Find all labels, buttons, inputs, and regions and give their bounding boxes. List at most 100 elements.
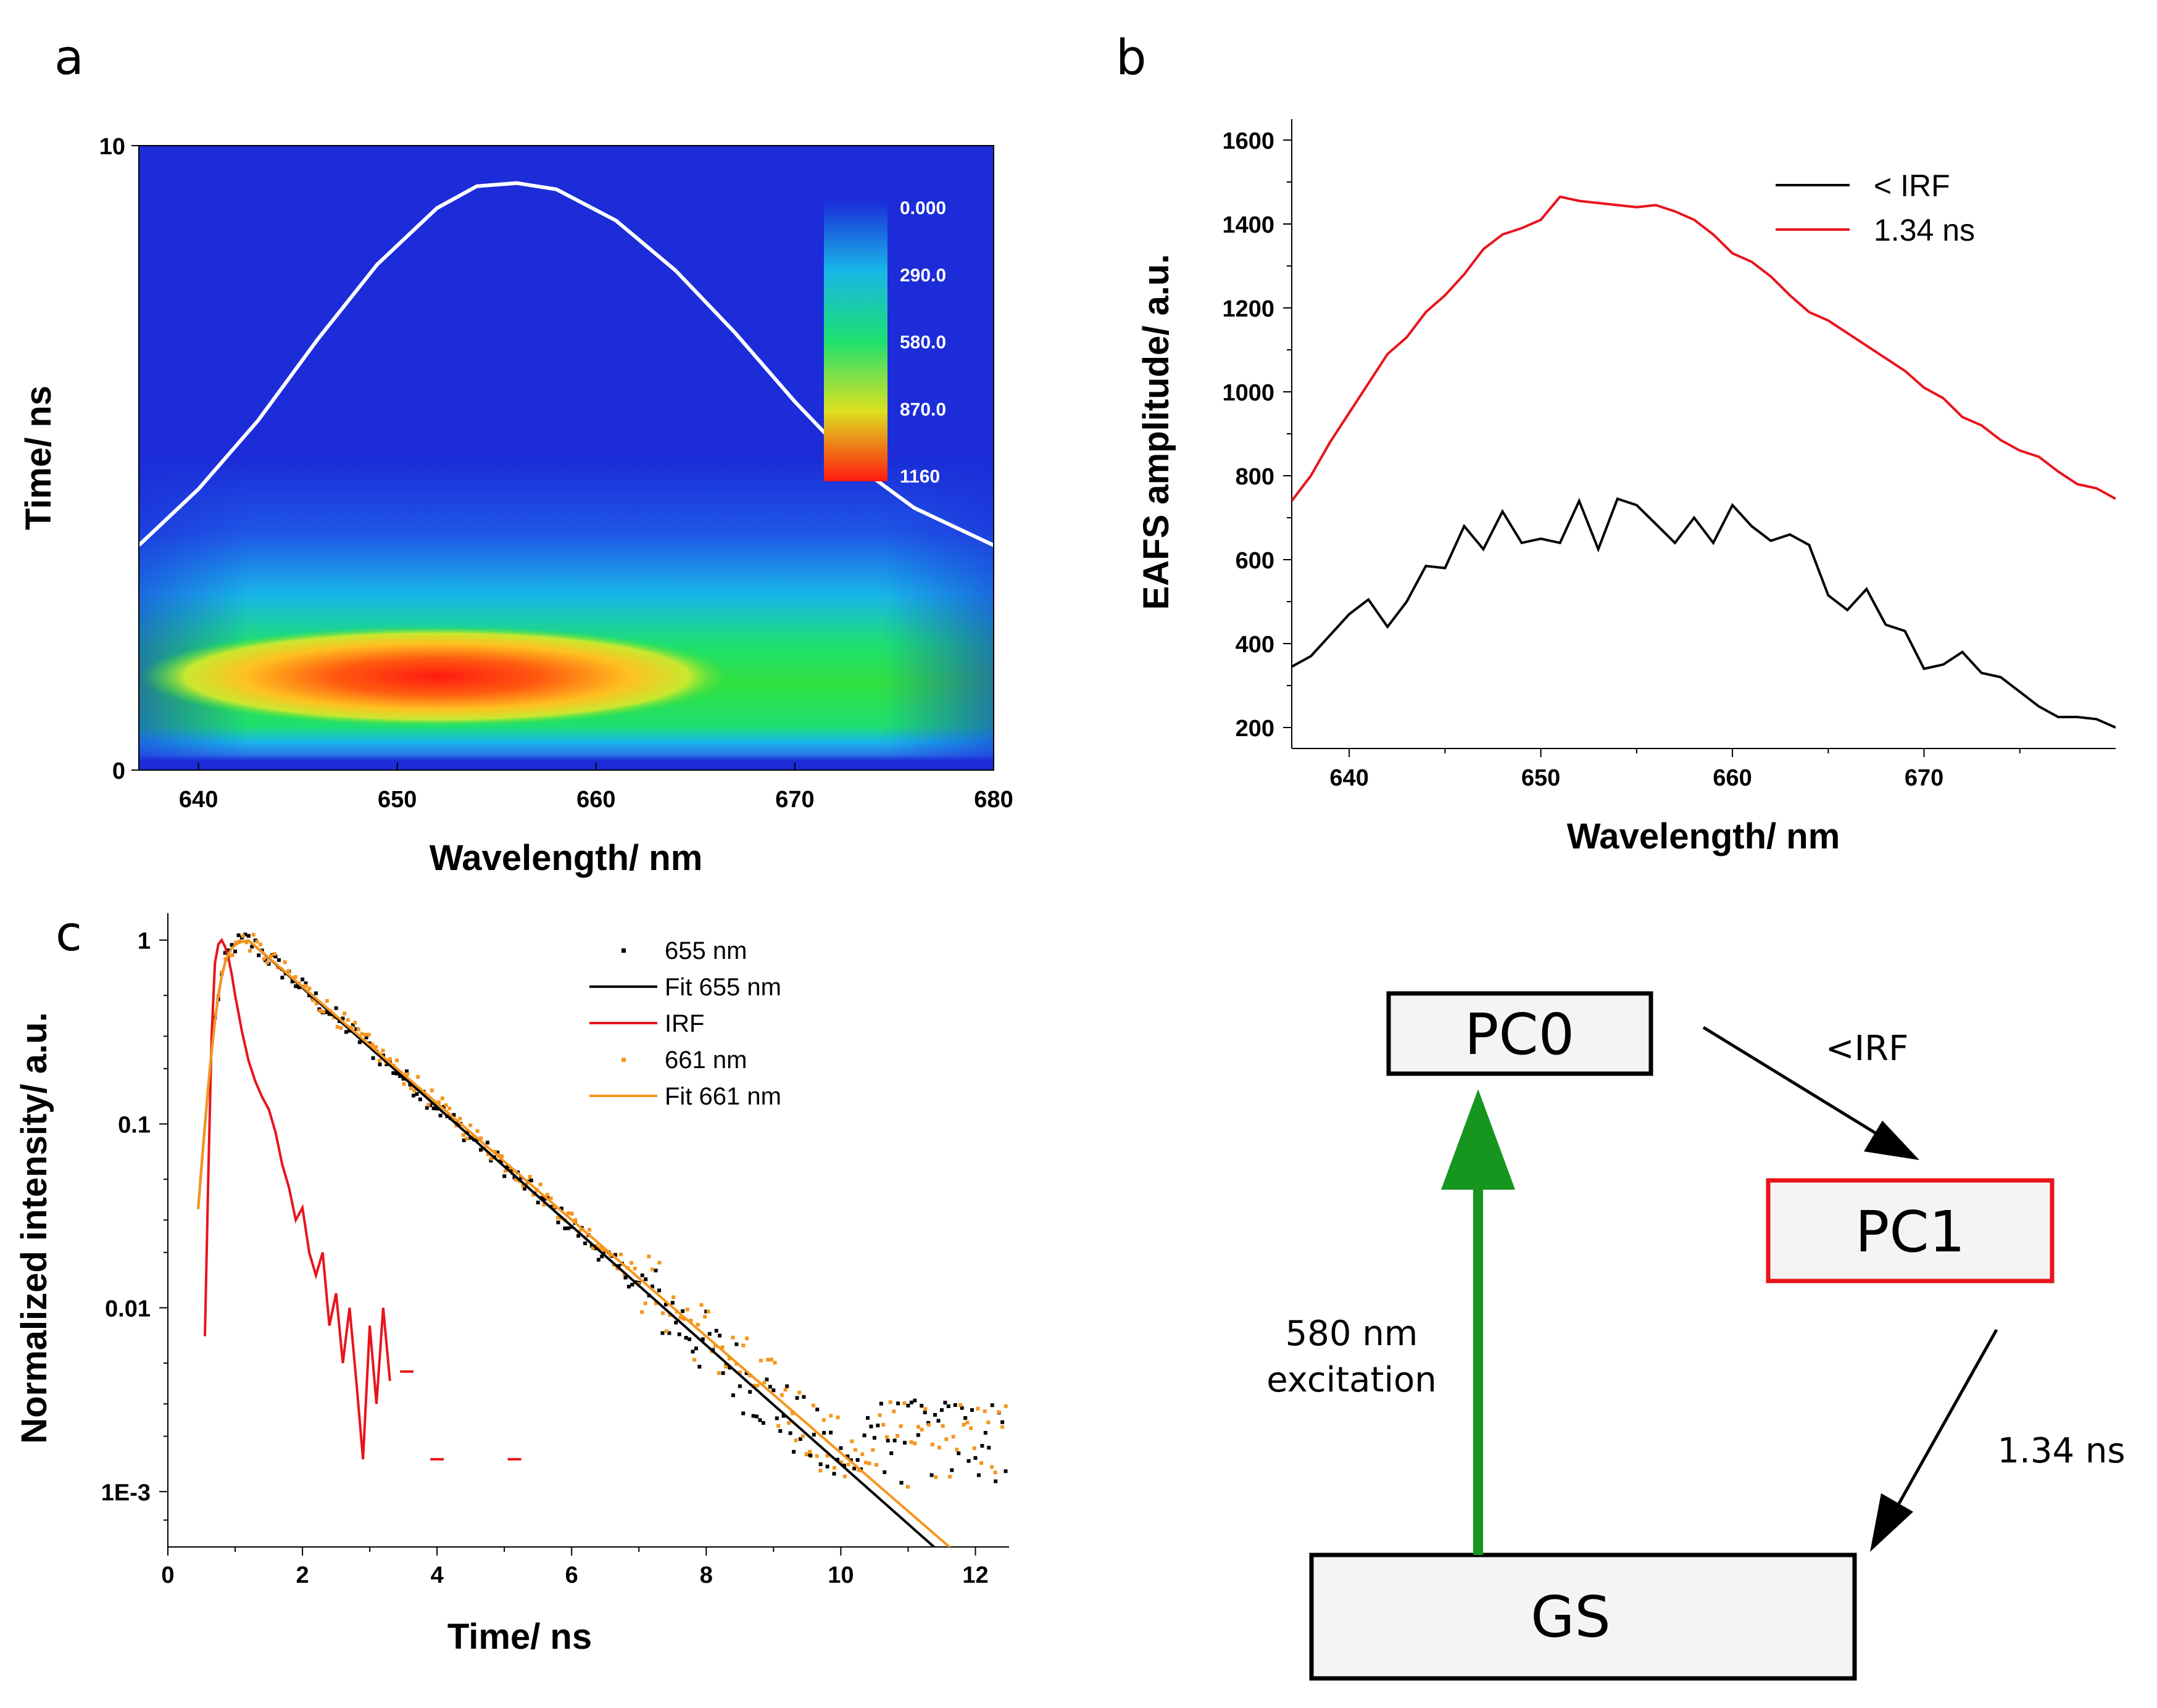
eafs-x-axis-label: Wavelength/ nm (1567, 816, 1840, 856)
eafs-y-tick-label: 1400 (1222, 212, 1274, 238)
heatmap-x-axis-label: Wavelength/ nm (430, 838, 703, 878)
scatter-point-661-nm (825, 1454, 829, 1458)
scatter-point-655-nm (418, 1097, 422, 1101)
scatter-point-661-nm (573, 1218, 578, 1222)
scatter-point-655-nm (223, 951, 227, 955)
scatter-point-661-nm (948, 1475, 952, 1479)
scatter-point-661-nm (601, 1248, 605, 1252)
scatter-point-655-nm (855, 1458, 860, 1462)
scatter-point-661-nm (255, 939, 259, 943)
scatter-point-661-nm (402, 1082, 406, 1086)
scatter-point-655-nm (522, 1187, 526, 1191)
decay-y-axis-label: Normalized intensity/ a.u. (14, 1012, 54, 1443)
scatter-point-655-nm (734, 1342, 739, 1346)
scatter-point-655-nm (748, 1390, 752, 1394)
panel-letter-c: c (56, 906, 82, 962)
heatmap-x-tick-label: 660 (576, 787, 615, 813)
scatter-point-661-nm (542, 1203, 546, 1207)
scatter-point-661-nm (234, 940, 238, 945)
scatter-point-661-nm (475, 1129, 480, 1133)
scatter-point-655-nm (792, 1449, 796, 1454)
scatter-point-661-nm (668, 1313, 672, 1317)
eafs-x-tick-label: 670 (1905, 765, 1943, 791)
scatter-point-661-nm (878, 1413, 882, 1417)
scatter-point-661-nm (965, 1420, 970, 1425)
legend-label-655-nm: 655 nm (665, 937, 747, 964)
scatter-point-655-nm (913, 1398, 917, 1403)
scatter-point-661-nm (930, 1442, 934, 1446)
scatter-point-655-nm (862, 1433, 867, 1438)
scatter-point-661-nm (437, 1100, 441, 1105)
scatter-point-655-nm (290, 979, 294, 984)
scatter-point-661-nm (779, 1393, 784, 1397)
scatter-point-655-nm (563, 1226, 567, 1230)
scatter-point-661-nm (1000, 1425, 1005, 1429)
scatter-point-655-nm (654, 1269, 658, 1273)
scatter-point-655-nm (768, 1385, 772, 1389)
scatter-point-655-nm (334, 1006, 338, 1010)
scatter-point-655-nm (876, 1424, 880, 1428)
series-line-1-34-ns (1292, 195, 2116, 502)
colorbar-ticks: 0.000 290.0 580.0 870.0 1160 (900, 198, 946, 487)
scatter-point-655-nm (973, 1456, 978, 1460)
colorbar-tick-label: 870.0 (900, 399, 946, 420)
decay-chart: 0 2 4 6 8 10 12 1E-3 0.01 0.1 1 655 nm Fit 655 nm I… (14, 913, 1009, 1657)
scatter-point-661-nm (492, 1150, 497, 1154)
scatter-point-655-nm (946, 1404, 950, 1408)
decay-x-tick-label: 0 (161, 1562, 174, 1588)
scatter-point-661-nm (937, 1445, 942, 1449)
scatter-point-661-nm (884, 1435, 889, 1439)
scatter-point-661-nm (630, 1261, 634, 1265)
scatter-point-661-nm (846, 1462, 850, 1467)
scatter-point-661-nm (503, 1169, 507, 1173)
excitation-label-line2: excitation (1266, 1360, 1437, 1400)
scatter-point-661-nm (752, 1383, 756, 1388)
scatter-point-661-nm (955, 1448, 959, 1452)
scatter-point-655-nm (808, 1453, 813, 1457)
scatter-point-655-nm (960, 1406, 964, 1410)
scatter-point-661-nm (850, 1439, 854, 1443)
scatter-point-655-nm (707, 1332, 712, 1336)
scatter-point-655-nm (909, 1400, 913, 1404)
scatter-point-655-nm (681, 1309, 685, 1313)
colorbar-tick-label: 0.000 (900, 198, 946, 218)
heatmap-x-tick-label: 670 (775, 787, 814, 813)
scatter-point-661-nm (671, 1295, 676, 1300)
scatter-point-661-nm (349, 1026, 354, 1030)
scatter-point-655-nm (920, 1404, 924, 1408)
scatter-point-661-nm (412, 1088, 417, 1093)
eafs-y-axis-label: EAFS amplitude/ a.u. (1136, 254, 1176, 610)
scatter-point-655-nm (371, 1056, 375, 1060)
scatter-point-655-nm (990, 1403, 994, 1407)
scatter-point-661-nm (821, 1418, 826, 1422)
scatter-point-661-nm (769, 1358, 773, 1362)
scatter-point-655-nm (691, 1349, 695, 1354)
scatter-point-655-nm (354, 1027, 359, 1031)
scatter-point-661-nm (745, 1336, 749, 1340)
scatter-point-661-nm (370, 1042, 375, 1047)
scatter-point-655-nm (846, 1454, 850, 1459)
scatter-point-661-nm (360, 1032, 364, 1036)
scatter-point-661-nm (689, 1319, 693, 1323)
scatter-point-655-nm (852, 1466, 857, 1470)
scatter-point-655-nm (798, 1437, 802, 1441)
scatter-point-655-nm (301, 977, 305, 982)
eafs-y-tick-label: 1000 (1222, 380, 1274, 406)
scatter-point-661-nm (343, 1011, 347, 1016)
scatter-point-661-nm (643, 1301, 647, 1306)
scatter-point-661-nm (657, 1261, 662, 1265)
legend-label-1-34-ns: 1.34 ns (1874, 213, 1975, 247)
decay-y-tick-label: 0.01 (105, 1296, 151, 1322)
scatter-point-655-nm (765, 1377, 769, 1382)
decay-y-tick-label: 1 (138, 929, 151, 955)
scatter-point-655-nm (829, 1430, 833, 1435)
state-box-pc1 (1766, 1178, 2055, 1283)
scatter-point-655-nm (869, 1424, 873, 1428)
scatter-point-655-nm (704, 1309, 709, 1314)
scatter-point-655-nm (314, 991, 318, 995)
legend-label-irf: < IRF (1874, 168, 1950, 203)
panel-letter-a: a (54, 30, 84, 86)
scatter-point-655-nm (902, 1441, 907, 1445)
legend-label-fit-655-nm: Fit 655 nm (665, 974, 781, 1001)
scatter-point-661-nm (552, 1204, 557, 1209)
